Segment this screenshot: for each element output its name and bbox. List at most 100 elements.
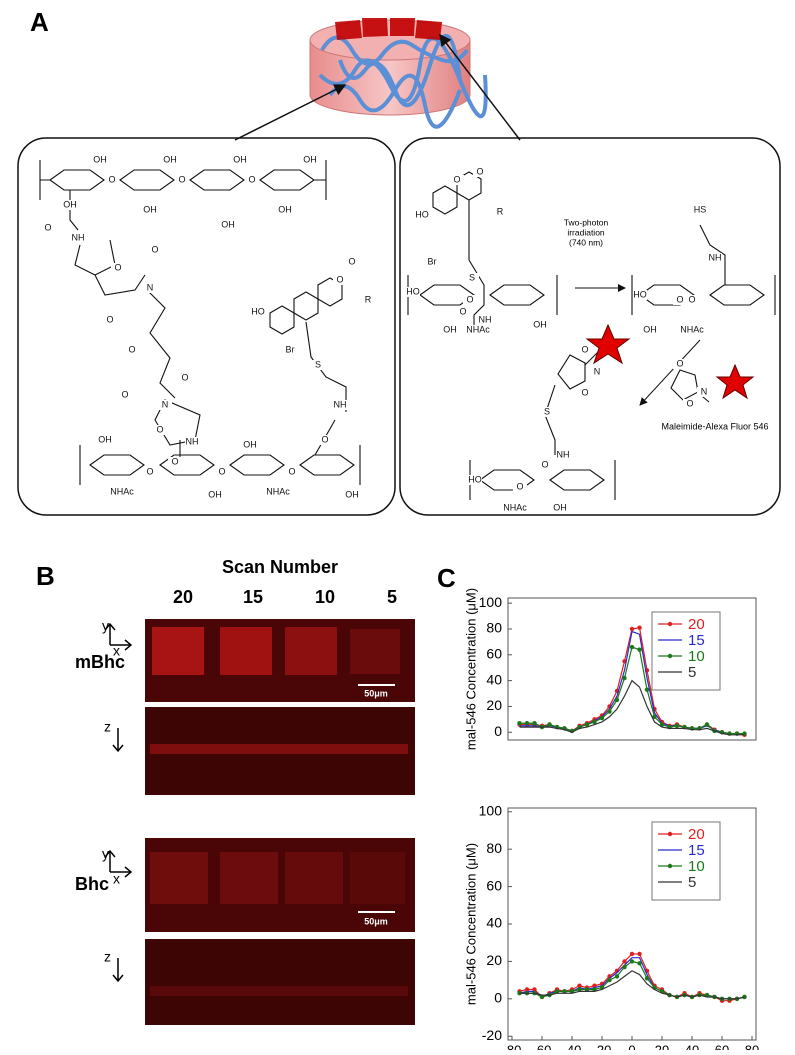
atom-label: O xyxy=(44,222,51,232)
y-axis-label: mal-546 Concentration (μM) xyxy=(463,588,478,750)
reagent-name: Maleimide-Alexa Fluor 546 xyxy=(661,421,768,431)
point xyxy=(652,714,657,719)
atom-label: NH xyxy=(709,252,722,262)
atom-bg xyxy=(245,175,259,185)
atom-label: O xyxy=(336,274,343,284)
column-label: 10 xyxy=(315,587,335,607)
atom-bg xyxy=(251,307,265,317)
atom-label: O xyxy=(121,389,128,399)
scale-bar-label: 50μm xyxy=(364,916,388,926)
atom-label: OH xyxy=(553,502,567,512)
series-line xyxy=(519,960,745,1000)
atom-bg xyxy=(697,387,711,397)
atom-label: O xyxy=(128,344,135,354)
atom-bg xyxy=(168,457,182,467)
atom-label: NH xyxy=(72,232,85,242)
legend-marker xyxy=(667,863,673,869)
point xyxy=(607,977,612,983)
point xyxy=(539,994,545,1000)
atom-bg xyxy=(41,223,55,233)
point xyxy=(592,719,597,725)
atom-label: N xyxy=(701,386,708,396)
atom-label: N xyxy=(594,366,601,376)
point xyxy=(532,721,537,726)
atom-label: O xyxy=(686,398,693,408)
point xyxy=(704,722,710,727)
atom-label: HO xyxy=(251,306,265,316)
x-tick-label: -40 xyxy=(563,1042,582,1050)
atom-label: O xyxy=(476,166,483,176)
atom-bg xyxy=(538,460,552,470)
point xyxy=(577,983,582,988)
atom-bg xyxy=(673,359,687,369)
atom-bg xyxy=(311,360,325,370)
atom-bg xyxy=(215,467,229,477)
y-tick-label: 60 xyxy=(486,646,502,662)
atom-bg xyxy=(185,437,199,447)
atom-label: S xyxy=(315,359,321,369)
point xyxy=(524,721,530,726)
atom-label: OH xyxy=(208,489,222,499)
legend-marker xyxy=(667,831,673,837)
legend-label: 5 xyxy=(688,874,696,891)
point xyxy=(562,989,567,994)
series-line xyxy=(519,970,745,1000)
legend-box xyxy=(651,611,721,691)
atom-bg xyxy=(693,205,707,215)
atom-bg xyxy=(233,155,247,165)
y-tick-label: 100 xyxy=(479,802,503,818)
axis-glyph: y xyxy=(102,618,109,634)
atom-label: O xyxy=(453,174,460,184)
atom-label: HO xyxy=(633,289,647,299)
atom-bg xyxy=(685,295,699,305)
y-tick-label: 100 xyxy=(479,594,503,610)
row-label: mBhc xyxy=(75,652,125,672)
atom-bg xyxy=(158,400,172,410)
point xyxy=(644,687,650,692)
point xyxy=(622,964,627,970)
legend-box xyxy=(651,821,721,901)
point xyxy=(517,721,522,726)
legend-label: 15 xyxy=(688,842,705,859)
atom-label: O xyxy=(348,256,355,266)
y-tick-label: 60 xyxy=(486,877,502,893)
atom-bg xyxy=(93,155,107,165)
atom-bg xyxy=(178,373,192,383)
atom-bg xyxy=(450,175,464,185)
atom-label: OH xyxy=(278,204,292,214)
atom-label: NHAc xyxy=(110,486,134,496)
atom-label: O xyxy=(466,294,473,304)
atom-label: NH xyxy=(479,314,492,324)
atom-bg xyxy=(333,400,347,410)
atom-bg xyxy=(345,257,359,267)
x-tick-label: 60 xyxy=(715,1042,729,1050)
x-tick-label: -80 xyxy=(503,1042,522,1050)
atom-label: O xyxy=(178,174,185,184)
axis-glyph: z xyxy=(104,949,111,965)
atom-bg xyxy=(708,253,722,263)
atom-bg xyxy=(105,175,119,185)
atom-bg xyxy=(415,210,429,220)
right-box xyxy=(399,137,781,516)
atom-bg xyxy=(590,367,604,377)
x-tick-label: 80 xyxy=(745,1042,759,1050)
atom-bg xyxy=(578,345,592,355)
atom-label: O xyxy=(181,372,188,382)
atom-label: O xyxy=(151,244,158,254)
atom-label: O xyxy=(321,434,328,444)
atom-label: O xyxy=(156,424,163,434)
y-axis-label: mal-546 Concentration (μM) xyxy=(463,843,478,1005)
series-line xyxy=(519,679,745,736)
point xyxy=(637,961,642,966)
atom-label: O xyxy=(114,262,121,272)
y-tick-label: 20 xyxy=(486,697,502,713)
atom-label: NH xyxy=(334,399,347,409)
point xyxy=(622,675,627,681)
hydrogel xyxy=(234,18,521,141)
atom-label: S xyxy=(469,272,475,282)
axis-glyph: y xyxy=(102,846,109,862)
atom-label: NHAc xyxy=(680,324,704,334)
atom-label: OH xyxy=(303,154,317,164)
legend-marker xyxy=(667,653,673,659)
